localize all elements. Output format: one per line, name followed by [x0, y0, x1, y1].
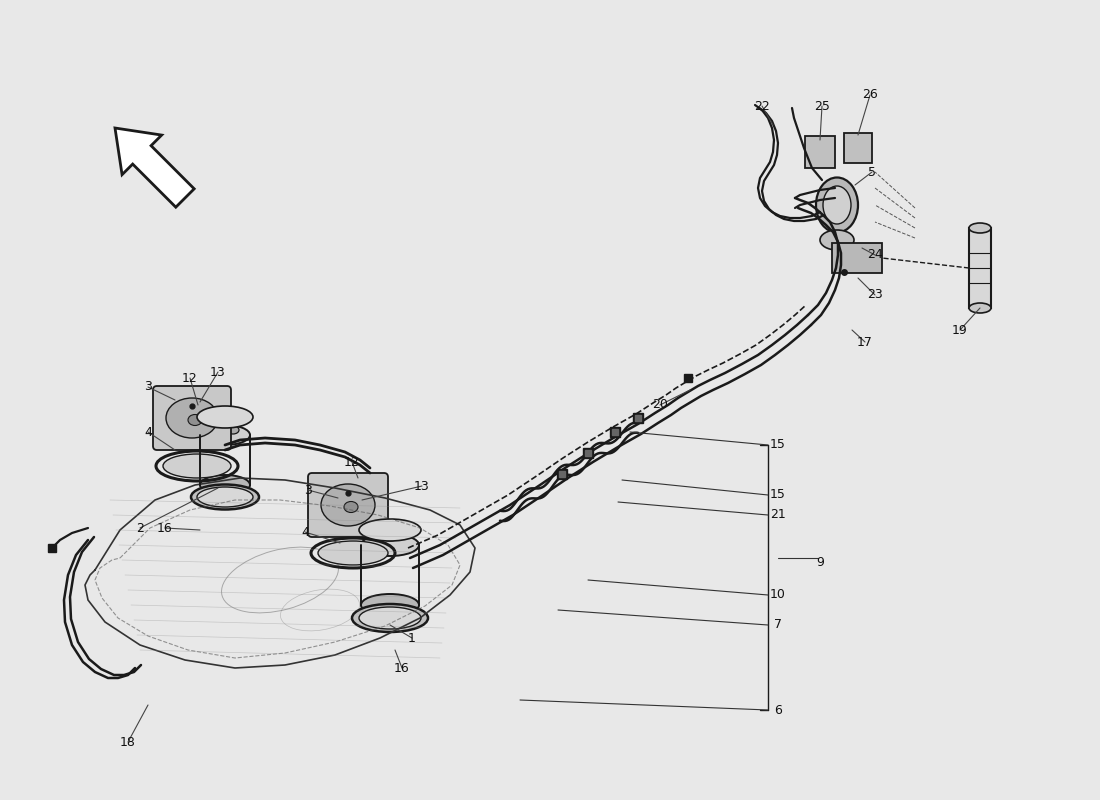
Text: 18: 18: [120, 735, 136, 749]
FancyBboxPatch shape: [153, 386, 231, 450]
Ellipse shape: [197, 406, 253, 428]
Text: 22: 22: [755, 99, 770, 113]
Text: 5: 5: [868, 166, 876, 178]
Text: 6: 6: [774, 703, 782, 717]
Ellipse shape: [166, 398, 218, 438]
Ellipse shape: [163, 454, 231, 478]
Ellipse shape: [191, 485, 258, 510]
Ellipse shape: [227, 426, 239, 434]
Text: 12: 12: [344, 455, 360, 469]
Ellipse shape: [352, 604, 428, 632]
Text: 4: 4: [144, 426, 152, 438]
Bar: [969, 228, 991, 308]
Text: 25: 25: [814, 99, 829, 113]
Text: 4: 4: [301, 526, 309, 538]
Bar: [832, 243, 882, 273]
Bar: [805, 136, 835, 168]
Text: 10: 10: [770, 589, 785, 602]
Ellipse shape: [200, 475, 250, 495]
Ellipse shape: [820, 230, 854, 250]
Text: 3: 3: [144, 381, 152, 394]
Bar: [844, 133, 872, 163]
Text: 15: 15: [770, 489, 785, 502]
Text: 13: 13: [210, 366, 225, 378]
Text: 3: 3: [304, 483, 312, 497]
Text: 16: 16: [157, 522, 173, 534]
Ellipse shape: [359, 519, 421, 541]
FancyBboxPatch shape: [308, 473, 388, 537]
Ellipse shape: [361, 594, 419, 616]
Ellipse shape: [969, 303, 991, 313]
Ellipse shape: [381, 531, 399, 541]
Text: 17: 17: [857, 335, 873, 349]
Text: 20: 20: [652, 398, 668, 411]
Text: 15: 15: [770, 438, 785, 451]
Ellipse shape: [823, 186, 851, 224]
Ellipse shape: [361, 534, 419, 556]
Text: 2: 2: [136, 522, 144, 534]
Text: 13: 13: [414, 479, 430, 493]
Ellipse shape: [200, 425, 250, 445]
Text: 16: 16: [394, 662, 410, 674]
Text: 23: 23: [867, 289, 883, 302]
Text: 21: 21: [770, 509, 785, 522]
Ellipse shape: [321, 484, 375, 526]
Polygon shape: [116, 128, 195, 207]
Text: 12: 12: [183, 371, 198, 385]
Ellipse shape: [197, 487, 253, 507]
Ellipse shape: [344, 502, 358, 513]
Ellipse shape: [318, 541, 388, 565]
Ellipse shape: [359, 607, 421, 629]
Ellipse shape: [816, 178, 858, 233]
Text: 26: 26: [862, 89, 878, 102]
Text: 24: 24: [867, 249, 883, 262]
Ellipse shape: [188, 414, 202, 426]
Text: 7: 7: [774, 618, 782, 631]
Text: 19: 19: [953, 323, 968, 337]
Text: 9: 9: [816, 555, 824, 569]
Text: 1: 1: [408, 631, 416, 645]
Ellipse shape: [969, 223, 991, 233]
